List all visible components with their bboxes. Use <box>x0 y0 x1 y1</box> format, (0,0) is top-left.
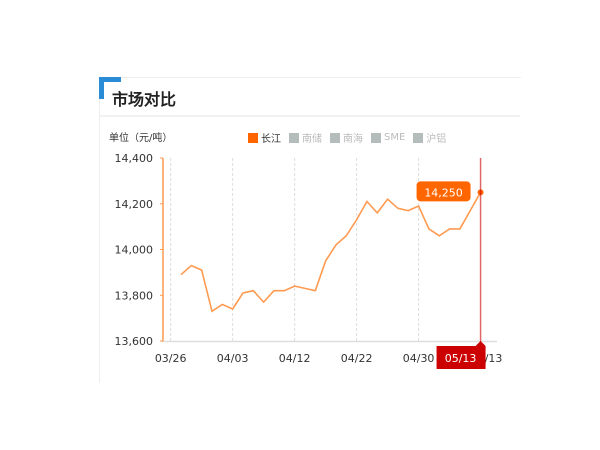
legend: 长江 南储 南海 SME 沪铝 <box>248 130 446 145</box>
tooltip-date: 05/13 <box>445 352 477 365</box>
legend-swatch <box>330 132 340 143</box>
divider <box>100 115 520 117</box>
legend-label: SME <box>384 132 406 143</box>
series-line <box>180 191 482 313</box>
tooltip-date-box <box>436 341 486 369</box>
legend-item-1[interactable]: 南储 <box>289 130 322 145</box>
legend-label: 南海 <box>343 134 363 145</box>
market-comparison-panel <box>99 77 521 383</box>
legend-swatch <box>413 132 424 143</box>
y-tick-label: 14,400 <box>115 152 154 165</box>
legend-item-2[interactable]: 南海 <box>330 130 363 145</box>
y-tick-label: 13,800 <box>115 289 154 302</box>
tooltip-value: 14,250 <box>424 186 463 199</box>
y-tick-label: 14,200 <box>115 198 154 211</box>
legend-item-0[interactable]: 长江 <box>248 130 281 145</box>
y-tick-label: 14,000 <box>115 244 154 257</box>
legend-swatch <box>371 132 381 143</box>
x-tick-label: 03/26 <box>155 352 187 365</box>
title-accent <box>99 77 121 82</box>
legend-item-3[interactable]: SME <box>371 132 405 143</box>
y-axis-unit-label: 单位（元/吨） <box>109 133 173 144</box>
legend-label: 南储 <box>302 134 322 145</box>
x-tick-label: 04/22 <box>341 352 373 365</box>
title-accent-vertical <box>99 77 104 99</box>
legend-item-4[interactable]: 沪铝 <box>413 130 446 145</box>
legend-swatch <box>289 132 299 143</box>
section-title: 市场对比 <box>112 90 177 109</box>
x-tick-label: 04/30 <box>403 352 435 365</box>
legend-swatch <box>248 132 258 143</box>
y-tick-label: 13,600 <box>115 335 154 348</box>
x-tick-label: 04/03 <box>217 352 249 365</box>
legend-label: 长江 <box>261 134 281 145</box>
tooltip-value-box <box>416 181 471 202</box>
legend-label: 沪铝 <box>426 134 447 145</box>
x-tick-label: 04/12 <box>279 352 311 365</box>
